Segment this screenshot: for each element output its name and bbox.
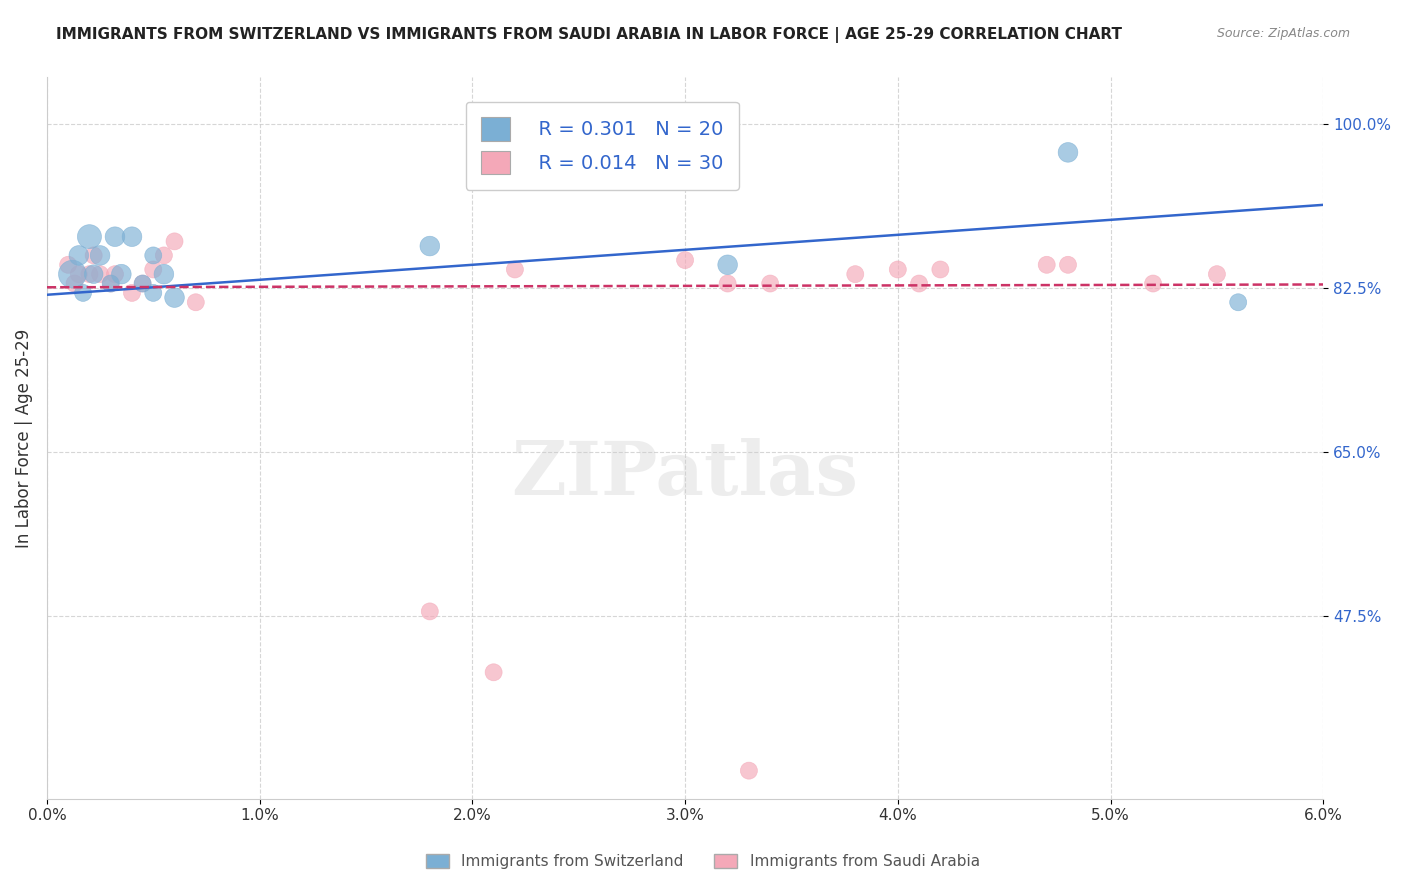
Point [759, 277, 782, 291]
Point [142, 248, 165, 262]
Legend: Immigrants from Switzerland, Immigrants from Saudi Arabia: Immigrants from Switzerland, Immigrants … [420, 848, 986, 875]
Point [79, 267, 101, 281]
Point [89, 248, 111, 262]
Point [717, 258, 740, 272]
Point [100, 277, 122, 291]
Point [104, 267, 127, 281]
Point [1227, 295, 1250, 310]
Point [56, 258, 79, 272]
Y-axis label: In Labor Force | Age 25-29: In Labor Force | Age 25-29 [15, 328, 32, 548]
Point [67, 248, 90, 262]
Point [929, 262, 952, 277]
Point [142, 262, 165, 277]
Text: Source: ZipAtlas.com: Source: ZipAtlas.com [1216, 27, 1350, 40]
Point [100, 277, 122, 291]
Point [79, 229, 101, 244]
Point [482, 154, 505, 169]
Point [131, 277, 153, 291]
Point [717, 277, 740, 291]
Text: IMMIGRANTS FROM SWITZERLAND VS IMMIGRANTS FROM SAUDI ARABIA IN LABOR FORCE | AGE: IMMIGRANTS FROM SWITZERLAND VS IMMIGRANT… [56, 27, 1122, 43]
Point [89, 267, 111, 281]
Point [887, 262, 910, 277]
Point [482, 665, 505, 680]
Point [1057, 145, 1080, 160]
Point [419, 239, 441, 253]
Point [738, 764, 761, 778]
Point [419, 604, 441, 618]
Point [110, 267, 132, 281]
Point [72, 285, 94, 300]
Point [121, 229, 143, 244]
Point [1206, 267, 1229, 281]
Point [131, 277, 153, 291]
Point [121, 285, 143, 300]
Point [104, 229, 127, 244]
Point [83, 267, 105, 281]
Point [1142, 277, 1164, 291]
Point [63, 277, 86, 291]
Legend:   R = 0.301   N = 20,   R = 0.014   N = 30: R = 0.301 N = 20, R = 0.014 N = 30 [465, 102, 738, 190]
Point [673, 253, 696, 268]
Point [184, 295, 207, 310]
Text: ZIPatlas: ZIPatlas [512, 438, 859, 510]
Point [67, 267, 90, 281]
Point [62, 267, 84, 281]
Point [153, 267, 176, 281]
Point [844, 267, 866, 281]
Point [503, 262, 526, 277]
Point [153, 248, 176, 262]
Point [908, 277, 931, 291]
Point [142, 285, 165, 300]
Point [163, 291, 186, 305]
Point [163, 235, 186, 249]
Point [1035, 258, 1057, 272]
Point [1057, 258, 1080, 272]
Point [83, 248, 105, 262]
